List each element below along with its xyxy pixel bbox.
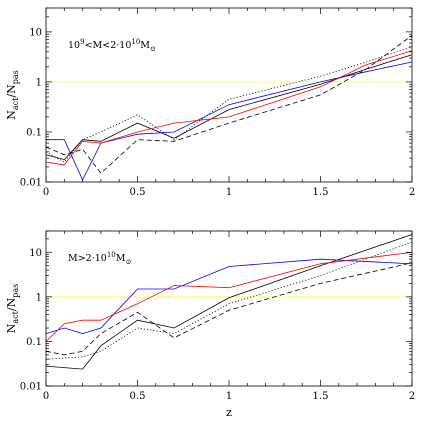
- series-line-2: [45, 262, 413, 356]
- panel-annotation: M>2·1010M⊙: [68, 251, 132, 266]
- series-line-4: [45, 258, 413, 335]
- x-tick-label: 0: [43, 391, 49, 402]
- y-tick-label: 0.1: [26, 337, 42, 348]
- x-axis-title: z: [226, 406, 232, 419]
- x-tick-label: 2: [409, 391, 415, 402]
- y-tick-label: 10: [29, 27, 42, 38]
- y-tick-label: 0.1: [26, 127, 42, 138]
- x-tick-label: 1.5: [313, 187, 329, 198]
- series-line-5: [45, 251, 413, 342]
- y-axis-title: Nact/Npas: [5, 284, 20, 333]
- panel-top: 0 0.5 1 1.5 2 0.01 0.1 1 10 Nact/Npas 109<M<2·1010…: [5, 7, 415, 198]
- x-tick-label: 2: [409, 187, 415, 198]
- x-tick-label: 1.5: [313, 391, 329, 402]
- series-line-5: [45, 50, 413, 166]
- x-tick-label: 0.5: [130, 391, 146, 402]
- y-tick-label: 1: [36, 292, 42, 303]
- x-tick-label: 0.5: [130, 187, 146, 198]
- y-tick-label: 0.01: [20, 382, 42, 393]
- y-tick-label: 1: [36, 77, 42, 88]
- y-tick-label: 10: [29, 248, 42, 259]
- x-tick-label: 0: [43, 187, 49, 198]
- y-axis-title: Nact/Npas: [5, 70, 20, 119]
- y-tick-label: 0.01: [20, 178, 42, 189]
- plot-frame: [45, 7, 413, 183]
- x-tick-label: 1: [226, 391, 232, 402]
- panel-bottom: 0 0.5 1 1.5 2 0.01 0.1 1 10 Nact/Npas M>2·1010M⊙ z: [5, 230, 415, 419]
- x-tick-label: 1: [226, 187, 232, 198]
- series-line-1: [45, 234, 413, 370]
- series-line-4: [46, 61, 413, 181]
- series-line-2: [45, 35, 413, 174]
- series-line-3: [45, 241, 413, 360]
- panel-annotation: 109<M<2·1010M⊙: [68, 38, 156, 53]
